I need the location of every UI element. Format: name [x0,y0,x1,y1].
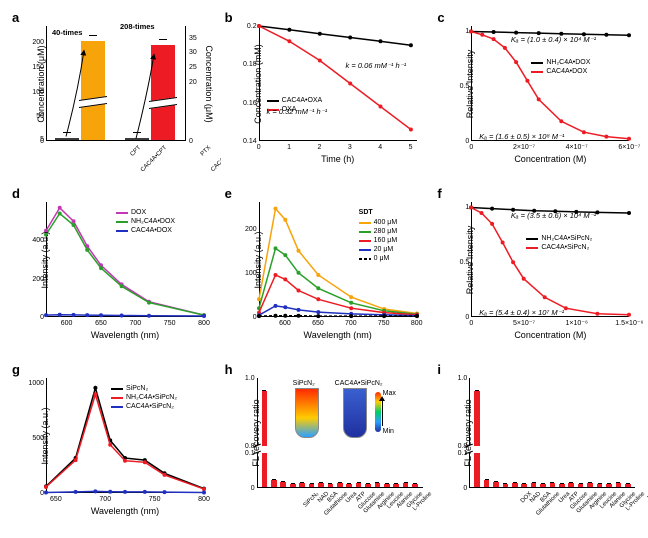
panel-f: f00.5105×10⁻⁷1×10⁻⁶1.5×10⁻⁶Relative Inte… [433,184,640,354]
panel-h: hSiPcN₂NADBSAGlutathioneUreaATPGlucoseGl… [221,360,428,530]
panel-g: g05001000650700750800Intensity (a.u.)Wav… [8,360,215,530]
panel-a: aCPTCAC4A•CPTPTXCAC4A•PTX055010015020002… [8,8,215,178]
panel-b: b0.140.160.180.2012345Concentration (mM)… [221,8,428,178]
figure-grid: aCPTCAC4A•CPTPTXCAC4A•PTX055010015020002… [8,8,640,530]
panel-e: e0100200600650700750800Intensity (a.u.)W… [221,184,428,354]
legend: DOXNH₂C4A•DOXCAC4A•DOX [116,208,175,235]
panel-i: iDOXNADBSAGlutathioneUreaATPGlucoseGluta… [433,360,640,530]
panel-d: d0200400600650700750800Intensity (a.u.)W… [8,184,215,354]
legend: SiPcN₂NH₂C4A•SiPcN₂CAC4A•SiPcN₂ [111,384,177,411]
legend: NH₂C4A•DOXCAC4A•DOX [531,58,590,76]
legend: NH₂C4A•SiPcN₂CAC4A•SiPcN₂ [526,234,592,252]
legend: SDT400 μM280 μM160 μM20 μM0 μM [359,208,398,264]
panel-c: c00.5102×10⁻⁷4×10⁻⁷6×10⁻⁷Relative Intens… [433,8,640,178]
panel-label-a: a [12,10,19,25]
